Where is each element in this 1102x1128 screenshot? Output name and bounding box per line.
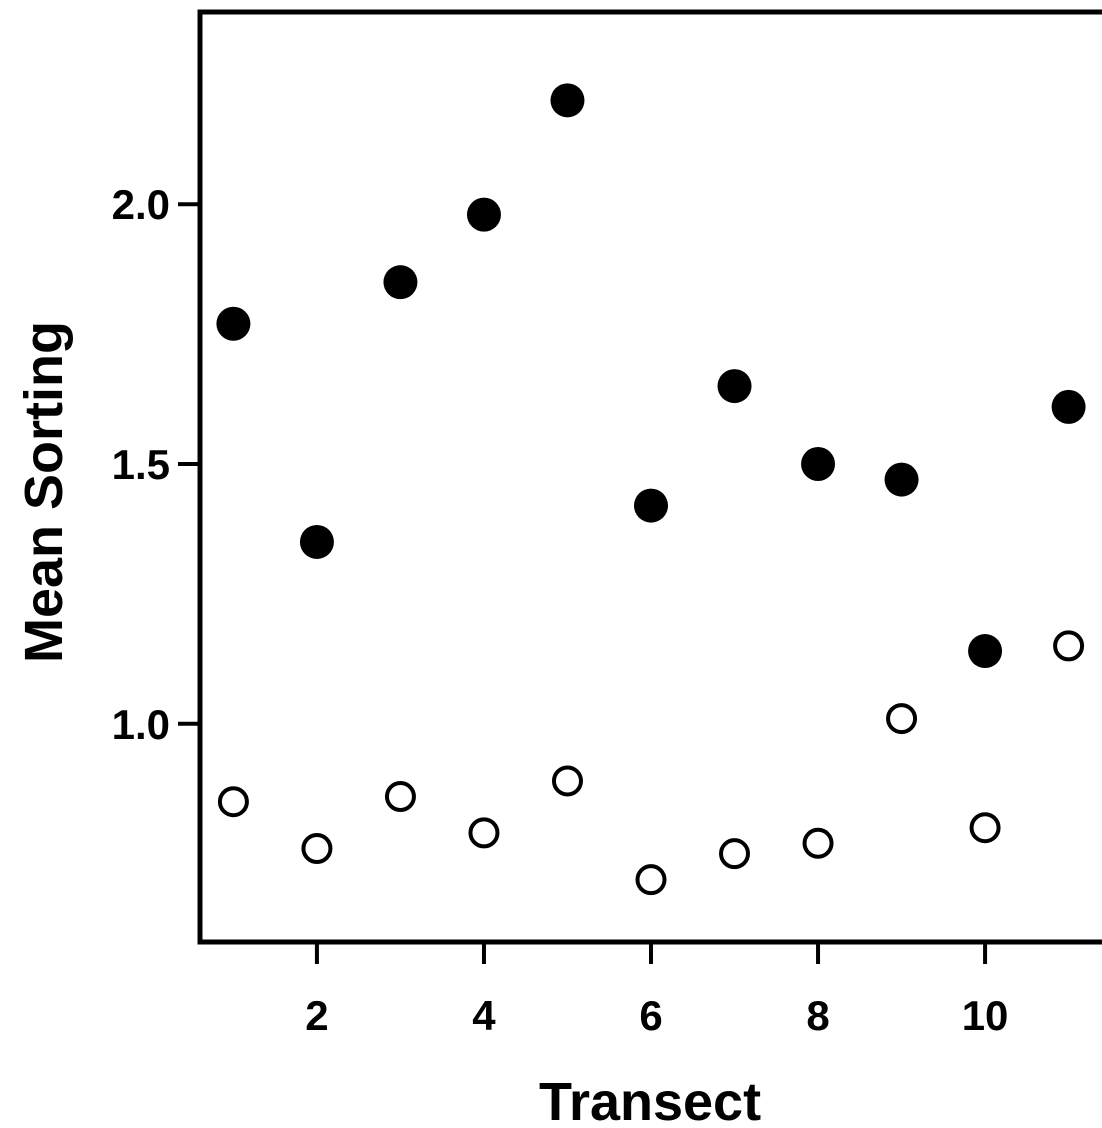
data-point-filled [466,197,501,232]
data-points [216,83,1086,896]
data-point-open [468,817,500,849]
data-point-filled [550,83,585,118]
data-point-filled [383,265,418,300]
data-point-open [886,703,918,735]
y-tick-label: 1.0 [112,701,170,748]
data-point-filled [968,634,1003,669]
y-tick-label: 1.5 [112,441,170,488]
data-point-open [551,765,583,797]
data-point-open [802,827,834,859]
y-tick-label: 2.0 [112,181,170,228]
data-point-open [635,864,667,896]
x-axis-ticks: 2 4 6 8 10 [305,942,1008,1039]
x-tick-label: 2 [305,992,328,1039]
data-point-filled [1051,389,1086,424]
x-axis-title: Transect [539,1072,761,1128]
x-tick-label: 10 [962,992,1009,1039]
data-point-open [384,781,416,813]
x-tick-label: 4 [472,992,496,1039]
data-point-filled [717,369,752,404]
data-point-filled [634,488,668,523]
data-point-filled [884,462,919,497]
data-point-filled [801,447,836,482]
data-point-open [719,838,751,870]
data-point-filled [216,306,251,341]
data-point-open [217,786,249,818]
data-point-open [1053,630,1085,662]
data-point-open [301,832,333,864]
y-axis-ticks: 1.0 1.5 2.0 [112,181,200,748]
plot-frame [197,9,1102,945]
x-tick-label: 8 [806,992,829,1039]
data-point-filled [299,524,334,559]
data-point-open [969,812,1001,844]
y-axis-title: Mean Sorting [14,321,74,663]
x-tick-label: 6 [639,992,662,1039]
